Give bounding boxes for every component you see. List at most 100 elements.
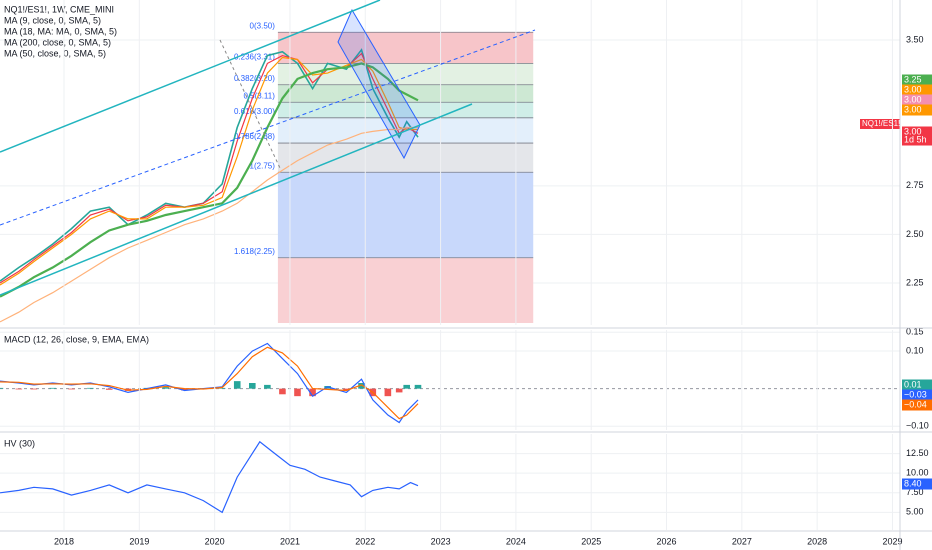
- price-label-box: [902, 134, 932, 146]
- line: [0, 440, 419, 514]
- histogram-bar: [0, 387, 4, 389]
- fib-label: 0(3.50): [250, 21, 276, 30]
- y-tick-label: 2.25: [906, 277, 924, 287]
- histogram-bar: [15, 388, 23, 390]
- pane-title: HV (30): [4, 438, 35, 448]
- x-tick-label: 2025: [581, 536, 601, 546]
- price-label: 1d 5h: [904, 134, 927, 144]
- y-tick-label: 0.10: [906, 345, 924, 355]
- price-label: −0.03: [904, 389, 927, 399]
- histogram-bar: [264, 384, 271, 389]
- channel-upper: [0, 0, 381, 153]
- fib-label: 0.618(3.00): [234, 107, 275, 116]
- price-label-box: [902, 389, 932, 401]
- line: [0, 48, 419, 282]
- trendlines: [0, 0, 536, 296]
- fib-label: 0.786(2.88): [234, 132, 275, 141]
- y-tick-label: 10.00: [906, 468, 929, 478]
- y-tick-label: 2.50: [906, 229, 924, 239]
- price-label-box: [902, 84, 932, 96]
- fib-zone: [277, 102, 534, 118]
- channel-mid: [0, 29, 536, 226]
- y-tick-label: 2.75: [906, 180, 924, 190]
- symbol-label: NQ1!/ES1!: [862, 119, 900, 128]
- histogram-bar: [358, 383, 365, 389]
- histogram-bar: [105, 388, 113, 390]
- price-label-box: [902, 94, 932, 106]
- price-label: −0.04: [904, 399, 927, 409]
- fib-label: 0.382(3.20): [234, 74, 275, 83]
- legend-entry: MA (50, close, 0, SMA, 5): [4, 48, 106, 58]
- y-tick-label: 5.00: [906, 507, 924, 517]
- fib-zone: [277, 32, 534, 64]
- fib-zone: [277, 172, 534, 258]
- price-label: 3.00: [904, 104, 922, 114]
- fib-label: 1.618(2.25): [234, 247, 275, 256]
- price-label-box: [902, 399, 932, 411]
- price-label-box: [902, 126, 932, 138]
- line: [0, 62, 419, 298]
- price-label: 3.00: [904, 126, 922, 136]
- line: [0, 52, 419, 284]
- x-tick-label: 2022: [355, 536, 375, 546]
- x-tick-label: 2029: [882, 536, 902, 546]
- fib-label: 0.5(3.11): [243, 91, 275, 100]
- price-label-box: [902, 478, 932, 490]
- price-label: 3.00: [904, 94, 922, 104]
- fib-zone: [277, 143, 534, 173]
- histogram-bar: [294, 388, 301, 397]
- y-tick-label: 0.15: [906, 327, 924, 337]
- x-tick-label: 2020: [205, 536, 225, 546]
- histogram-bar: [68, 388, 75, 390]
- x-tick-label: 2018: [54, 536, 74, 546]
- legend-entry: MA (200, close, 0, SMA, 5): [4, 37, 111, 47]
- x-tick-label: 2028: [807, 536, 827, 546]
- pane-title: MACD (12, 26, close, 9, EMA, EMA): [4, 334, 149, 344]
- histogram-bar: [384, 388, 392, 397]
- histogram-bar: [233, 381, 241, 389]
- price-label-box: [902, 104, 932, 116]
- x-tick-label: 2027: [732, 536, 752, 546]
- legend-entry: MA (18, MA: MA, 0, SMA, 5): [4, 26, 117, 36]
- histogram-bar: [395, 388, 403, 393]
- histogram-bar: [162, 387, 169, 389]
- fib-label: 1(2.75): [250, 161, 276, 170]
- line: [0, 346, 419, 420]
- histogram-bar: [87, 387, 94, 389]
- price-label: 8.40: [904, 478, 922, 488]
- histogram-bar: [30, 388, 38, 390]
- histogram-bar: [181, 388, 188, 391]
- channel-lower: [0, 103, 473, 296]
- x-tick-label: 2024: [506, 536, 526, 546]
- legend-entry: MA (9, close, 0, SMA, 5): [4, 15, 101, 25]
- histogram-bar: [49, 387, 57, 389]
- price-label: 3.25: [904, 74, 922, 84]
- x-tick-label: 2023: [431, 536, 451, 546]
- histogram-bar: [309, 388, 316, 397]
- y-tick-label: 12.50: [906, 448, 929, 458]
- histogram-bar: [249, 383, 256, 389]
- channel-box: [337, 8, 421, 160]
- y-tick-label: 3.50: [906, 34, 924, 44]
- x-tick-label: 2026: [657, 536, 677, 546]
- price-label: 0.01: [904, 379, 922, 389]
- pane-title: NQ1!/ES1!, 1W, CME_MINI: [4, 4, 114, 14]
- price-label: 3.00: [904, 84, 922, 94]
- x-tick-label: 2021: [280, 536, 300, 546]
- histogram-bar: [279, 388, 286, 395]
- y-tick-label: −0.10: [906, 421, 929, 431]
- fib-zone: [277, 257, 534, 323]
- histogram-bar: [414, 384, 422, 389]
- histogram-bar: [403, 384, 410, 389]
- fib-label: 0.236(3.31): [234, 52, 275, 61]
- histogram-bar: [218, 387, 226, 389]
- x-tick-label: 2019: [129, 536, 149, 546]
- histogram-bar: [343, 388, 350, 391]
- price-label-box: [902, 379, 932, 391]
- symbol-box: [860, 119, 900, 129]
- y-tick-label: 7.50: [906, 487, 924, 497]
- line: [0, 56, 418, 286]
- price-label-box: [902, 74, 932, 86]
